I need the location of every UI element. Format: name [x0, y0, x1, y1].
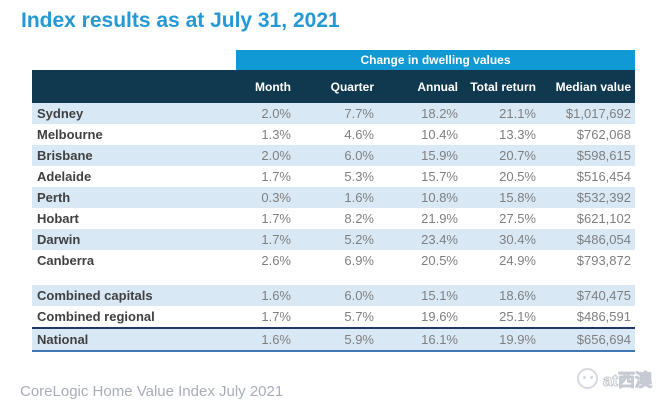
column-header-quarter: Quarter — [295, 70, 378, 103]
column-header-annual: Annual — [378, 70, 462, 103]
table-row: Darwin 1.7% 5.2% 23.4% 30.4% $486,054 — [32, 229, 635, 250]
row-label: Hobart — [37, 211, 79, 226]
table-row: National 1.6% 5.9% 16.1% 19.9% $656,694 — [32, 328, 635, 351]
value-cell: 6.0% — [344, 288, 374, 303]
row-label: Adelaide — [37, 169, 92, 184]
value-cell: 18.6% — [499, 288, 536, 303]
value-cell: 23.4% — [421, 232, 458, 247]
watermark-text: at西澳 — [602, 371, 652, 391]
row-label: Brisbane — [37, 148, 93, 163]
column-header-total-return: Total return — [462, 70, 540, 103]
value-cell: $598,615 — [576, 148, 631, 163]
value-cell: 5.2% — [344, 232, 374, 247]
value-cell: 15.8% — [499, 190, 536, 205]
value-cell: 21.1% — [499, 106, 536, 121]
table-row: Hobart 1.7% 8.2% 21.9% 27.5% $621,102 — [32, 208, 635, 229]
value-cell: $740,475 — [576, 288, 631, 303]
value-cell: 1.6% — [261, 332, 291, 347]
value-cell: 19.9% — [499, 332, 536, 347]
table-band-header: Change in dwelling values — [236, 50, 635, 70]
value-cell: 6.0% — [344, 148, 374, 163]
value-cell: 18.2% — [421, 106, 458, 121]
spacer-row — [32, 271, 635, 285]
table-row: Sydney 2.0% 7.7% 18.2% 21.1% $1,017,692 — [32, 103, 635, 124]
value-cell: $532,392 — [576, 190, 631, 205]
page-title: Index results as at July 31, 2021 — [21, 9, 340, 32]
value-cell: 1.6% — [261, 288, 291, 303]
value-cell: 1.3% — [261, 127, 291, 142]
value-cell: 1.7% — [261, 211, 291, 226]
index-results-table: Change in dwelling values Month Quarter … — [32, 50, 635, 352]
value-cell: 2.6% — [261, 253, 291, 268]
value-cell: 1.7% — [261, 309, 291, 324]
table-row: Perth 0.3% 1.6% 10.8% 15.8% $532,392 — [32, 187, 635, 208]
value-cell: 2.0% — [261, 148, 291, 163]
value-cell: 20.5% — [421, 253, 458, 268]
value-cell: 5.9% — [344, 332, 374, 347]
table-row: Brisbane 2.0% 6.0% 15.9% 20.7% $598,615 — [32, 145, 635, 166]
value-cell: $621,102 — [576, 211, 631, 226]
value-cell: $486,054 — [576, 232, 631, 247]
value-cell: $486,591 — [576, 309, 631, 324]
value-cell: 4.6% — [344, 127, 374, 142]
value-cell: 0.3% — [261, 190, 291, 205]
value-cell: 24.9% — [499, 253, 536, 268]
dwelling-values-table: Month Quarter Annual Total return Median… — [32, 70, 635, 352]
value-cell: 1.7% — [261, 232, 291, 247]
row-label: Sydney — [37, 106, 84, 121]
value-cell: 30.4% — [499, 232, 536, 247]
value-cell: 21.9% — [421, 211, 458, 226]
row-label: Melbourne — [37, 127, 103, 142]
table-row: Combined capitals 1.6% 6.0% 15.1% 18.6% $740,… — [32, 285, 635, 306]
value-cell: 20.7% — [499, 148, 536, 163]
source-caption: CoreLogic Home Value Index July 2021 — [20, 383, 284, 400]
value-cell: 15.7% — [421, 169, 458, 184]
value-cell: 6.9% — [344, 253, 374, 268]
row-label: Combined capitals — [37, 288, 153, 303]
value-cell: 16.1% — [421, 332, 458, 347]
watermark: at西澳 — [576, 366, 653, 391]
value-cell: 13.3% — [499, 127, 536, 142]
watermark-logo-icon — [576, 368, 598, 389]
value-cell: 1.6% — [344, 190, 374, 205]
table-row: Combined regional 1.7% 5.7% 19.6% 25.1% $486,… — [32, 306, 635, 328]
row-label: Canberra — [37, 253, 95, 268]
value-cell: 7.7% — [344, 106, 374, 121]
table-row: Adelaide 1.7% 5.3% 15.7% 20.5% $516,454 — [32, 166, 635, 187]
value-cell: 10.4% — [421, 127, 458, 142]
value-cell: 19.6% — [421, 309, 458, 324]
value-cell: 8.2% — [344, 211, 374, 226]
value-cell: 25.1% — [499, 309, 536, 324]
value-cell: $656,694 — [576, 332, 631, 347]
table-body: Sydney 2.0% 7.7% 18.2% 21.1% $1,017,692 Melbou… — [32, 103, 635, 351]
value-cell: $762,068 — [576, 127, 631, 142]
column-header-blank — [32, 70, 212, 103]
row-label: National — [37, 332, 89, 347]
value-cell: $793,872 — [576, 253, 631, 268]
row-label: Darwin — [37, 232, 81, 247]
value-cell: 10.8% — [421, 190, 458, 205]
value-cell: 5.7% — [344, 309, 374, 324]
column-header-median-value: Median value — [540, 70, 635, 103]
value-cell: $1,017,692 — [565, 106, 631, 121]
value-cell: $516,454 — [576, 169, 631, 184]
value-cell: 20.5% — [499, 169, 536, 184]
row-label: Combined regional — [37, 309, 155, 324]
spacer-cell — [32, 271, 635, 285]
value-cell: 2.0% — [261, 106, 291, 121]
column-header-month: Month — [212, 70, 295, 103]
table-header-row: Month Quarter Annual Total return Median… — [32, 70, 635, 103]
value-cell: 15.1% — [421, 288, 458, 303]
value-cell: 5.3% — [344, 169, 374, 184]
value-cell: 15.9% — [421, 148, 458, 163]
table-row: Canberra 2.6% 6.9% 20.5% 24.9% $793,872 — [32, 250, 635, 271]
table-row: Melbourne 1.3% 4.6% 10.4% 13.3% $762,068 — [32, 124, 635, 145]
row-label: Perth — [37, 190, 71, 205]
value-cell: 1.7% — [261, 169, 291, 184]
value-cell: 27.5% — [499, 211, 536, 226]
